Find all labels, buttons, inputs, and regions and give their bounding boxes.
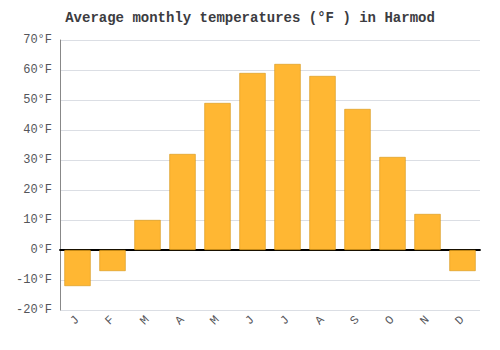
svg-text:50°F: 50°F	[23, 93, 52, 107]
svg-text:J: J	[277, 313, 292, 328]
svg-text:Average monthly temperatures (: Average monthly temperatures (°F ) in Ha…	[65, 10, 435, 26]
svg-text:0°F: 0°F	[30, 243, 52, 257]
svg-text:70°F: 70°F	[23, 33, 52, 47]
svg-text:S: S	[347, 313, 362, 328]
svg-text:M: M	[207, 313, 222, 328]
svg-text:J: J	[67, 313, 82, 328]
svg-text:A: A	[312, 312, 328, 328]
svg-text:30°F: 30°F	[23, 153, 52, 167]
svg-text:-10°F: -10°F	[16, 273, 52, 287]
svg-text:60°F: 60°F	[23, 63, 52, 77]
svg-text:D: D	[452, 313, 467, 328]
svg-text:10°F: 10°F	[23, 213, 52, 227]
svg-text:J: J	[242, 313, 257, 328]
svg-text:-20°F: -20°F	[16, 303, 52, 317]
svg-text:M: M	[137, 313, 152, 328]
svg-text:O: O	[382, 313, 397, 328]
svg-text:20°F: 20°F	[23, 183, 52, 197]
svg-text:40°F: 40°F	[23, 123, 52, 137]
svg-text:N: N	[417, 313, 432, 328]
svg-text:F: F	[102, 313, 117, 328]
svg-text:A: A	[172, 312, 188, 328]
